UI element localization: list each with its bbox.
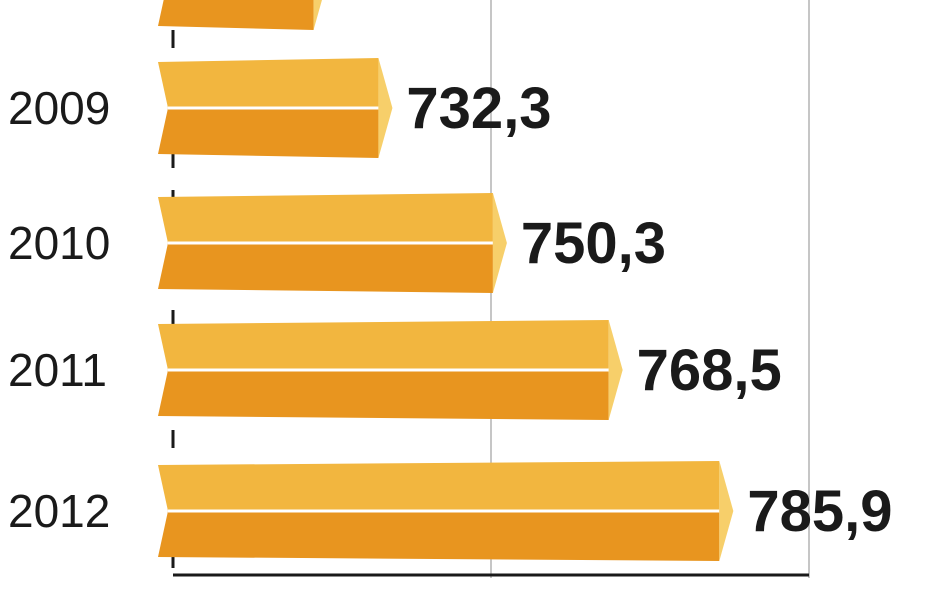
value-label-2011: 768,5	[637, 338, 782, 403]
value-label-2010: 750,3	[521, 211, 666, 276]
bar-2010-cap	[492, 193, 507, 293]
bar-2012-cap	[719, 461, 734, 561]
bar-2010-top	[158, 193, 493, 243]
category-label-2011: 2011	[8, 344, 107, 396]
bar-partial-top-cap	[313, 0, 322, 30]
bar-partial-top-bottom	[158, 0, 314, 30]
bar-2011-cap	[608, 320, 623, 420]
bar-2011-bottom	[158, 370, 609, 420]
value-label-2012: 785,9	[747, 479, 892, 544]
value-label-2009: 732,3	[406, 76, 551, 141]
bar-2009-cap	[378, 58, 393, 158]
category-label-2012: 2012	[8, 485, 110, 537]
bar-2009-bottom	[158, 108, 379, 158]
bar-2012-bottom	[158, 511, 720, 561]
bar-2010-bottom	[158, 243, 493, 293]
bar-2011-top	[158, 320, 609, 370]
bar-2009-top	[158, 58, 379, 108]
bar-2012-top	[158, 461, 720, 511]
category-label-2009: 2009	[8, 82, 110, 134]
category-label-2010: 2010	[8, 217, 110, 269]
